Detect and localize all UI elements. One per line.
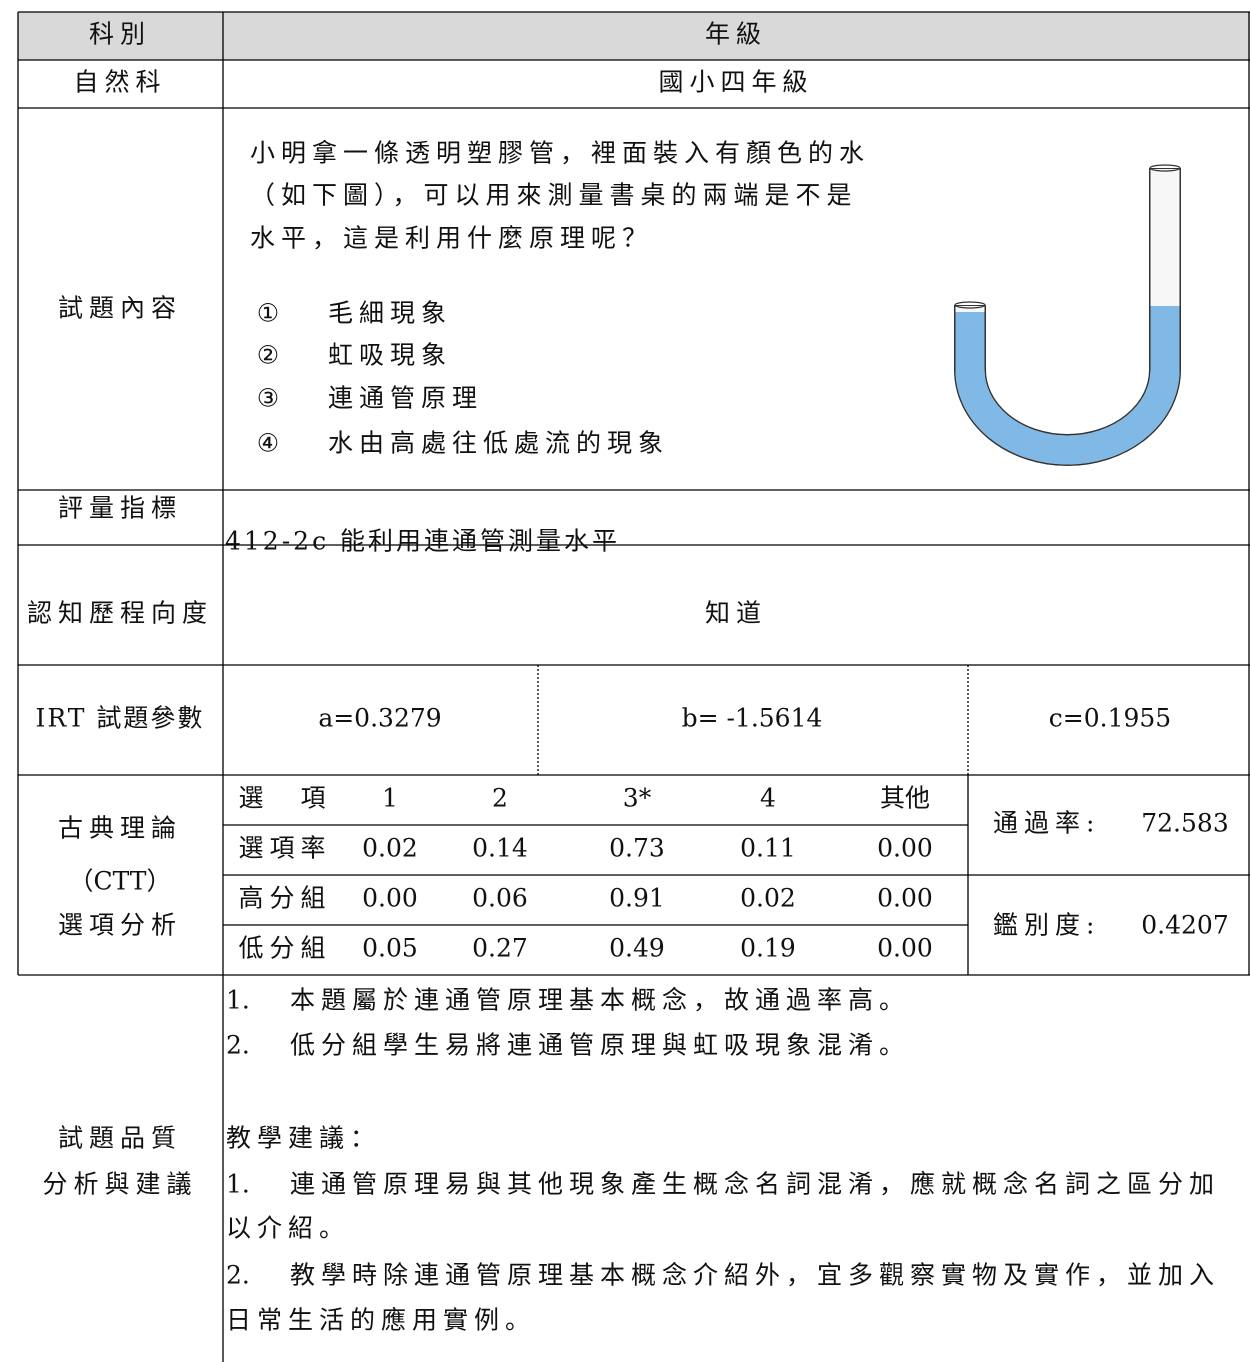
ctt-cell: 0.06 bbox=[472, 884, 528, 913]
header-subject: 科別 bbox=[89, 20, 151, 49]
ctt-cell: 0.49 bbox=[609, 934, 665, 963]
ctt-row-label: 高分組 bbox=[238, 884, 331, 913]
ctt-row-label: 低分組 bbox=[238, 934, 331, 963]
indicator-text: 412-2c 能利用連通管測量水平 bbox=[225, 527, 620, 556]
ctt-label: （CTT） bbox=[69, 867, 172, 896]
ctt-row-label: 選項率 bbox=[238, 834, 331, 863]
question-stem: 小明拿一條透明塑膠管，裡面裝入有顏色的水 bbox=[250, 139, 870, 168]
table-borders bbox=[17, 11, 1250, 1362]
suggestion-marker: 2. bbox=[226, 1261, 250, 1290]
note-text: 本題屬於連通管原理基本概念，故通過率高。 bbox=[290, 986, 910, 1015]
suggestion-text: 日常生活的應用實例。 bbox=[226, 1306, 536, 1335]
suggestion-title: 教學建議： bbox=[226, 1124, 381, 1153]
note-text: 低分組學生易將連通管原理與虹吸現象混淆。 bbox=[290, 1031, 910, 1060]
question-label: 試題內容 bbox=[58, 294, 182, 323]
header-bg bbox=[18, 12, 1250, 60]
suggestion-text: 連通管原理易與其他現象產生概念名詞混淆，應就概念名詞之區分加 bbox=[290, 1170, 1220, 1199]
ctt-cell: 0.73 bbox=[609, 834, 665, 863]
cognitive-label: 認知歷程向度 bbox=[27, 599, 213, 628]
irt-param: b= -1.5614 bbox=[682, 704, 823, 733]
option-marker: ③ bbox=[257, 384, 279, 413]
ctt-cell: 0.19 bbox=[740, 934, 796, 963]
grade: 國小四年級 bbox=[658, 68, 813, 97]
ctt-cell: 0.91 bbox=[609, 884, 665, 913]
u-tube-illustration bbox=[954, 164, 1181, 466]
ctt-cell: 3* bbox=[623, 784, 652, 813]
ctt-cell: 0.00 bbox=[877, 834, 933, 863]
discrimination-value: 0.4207 bbox=[1141, 911, 1228, 940]
option-text: 連通管原理 bbox=[328, 384, 483, 413]
irt-param: c=0.1955 bbox=[1049, 704, 1171, 733]
note-marker: 2. bbox=[226, 1031, 250, 1060]
ctt-cell: 1 bbox=[382, 784, 398, 813]
option-text: 水由高處往低處流的現象 bbox=[328, 429, 669, 458]
ctt-label: 選項分析 bbox=[58, 911, 182, 940]
option-marker: ① bbox=[257, 299, 279, 328]
ctt-label: 古典理論 bbox=[58, 814, 182, 843]
analysis-label: 分析與建議 bbox=[42, 1170, 197, 1199]
irt-label: IRT 試題參數 bbox=[36, 704, 205, 733]
analysis-label: 試題品質 bbox=[58, 1124, 182, 1153]
suggestion-marker: 1. bbox=[226, 1170, 250, 1199]
ctt-cell: 0.00 bbox=[362, 884, 418, 913]
question-stem: （如下圖），可以用來測量書桌的兩端是不是 bbox=[250, 181, 858, 210]
ctt-cell: 0.27 bbox=[472, 934, 528, 963]
pass-rate-value: 72.583 bbox=[1141, 809, 1228, 838]
suggestion-text: 以介紹。 bbox=[226, 1214, 350, 1243]
note-marker: 1. bbox=[226, 986, 250, 1015]
option-text: 虹吸現象 bbox=[328, 341, 452, 370]
header-grade: 年級 bbox=[705, 20, 767, 49]
ctt-cell: 0.02 bbox=[362, 834, 418, 863]
ctt-cell: 0.00 bbox=[877, 934, 933, 963]
ctt-cell: 0.14 bbox=[472, 834, 528, 863]
discrimination-label: 鑑別度: bbox=[993, 911, 1100, 940]
option-text: 毛細現象 bbox=[328, 299, 452, 328]
ctt-cell: 其他 bbox=[880, 784, 930, 813]
pass-rate-label: 通過率: bbox=[993, 809, 1100, 838]
ctt-cell: 2 bbox=[492, 784, 508, 813]
ctt-cell: 4 bbox=[760, 784, 776, 813]
irt-param: a=0.3279 bbox=[318, 704, 441, 733]
ctt-cell: 0.11 bbox=[740, 834, 796, 863]
option-marker: ② bbox=[257, 341, 279, 370]
option-marker: ④ bbox=[257, 429, 279, 458]
ctt-cell: 0.02 bbox=[740, 884, 796, 913]
suggestion-text: 教學時除連通管原理基本概念介紹外，宜多觀察實物及實作，並加入 bbox=[290, 1261, 1220, 1290]
subject: 自然科 bbox=[73, 68, 166, 97]
ctt-row-label: 選 項 bbox=[238, 784, 331, 813]
indicator-label: 評量指標 bbox=[58, 494, 182, 523]
ctt-cell: 0.00 bbox=[877, 884, 933, 913]
cognitive-text: 知道 bbox=[705, 599, 767, 628]
question-stem: 水平，這是利用什麼原理呢？ bbox=[250, 224, 653, 253]
ctt-cell: 0.05 bbox=[362, 934, 418, 963]
